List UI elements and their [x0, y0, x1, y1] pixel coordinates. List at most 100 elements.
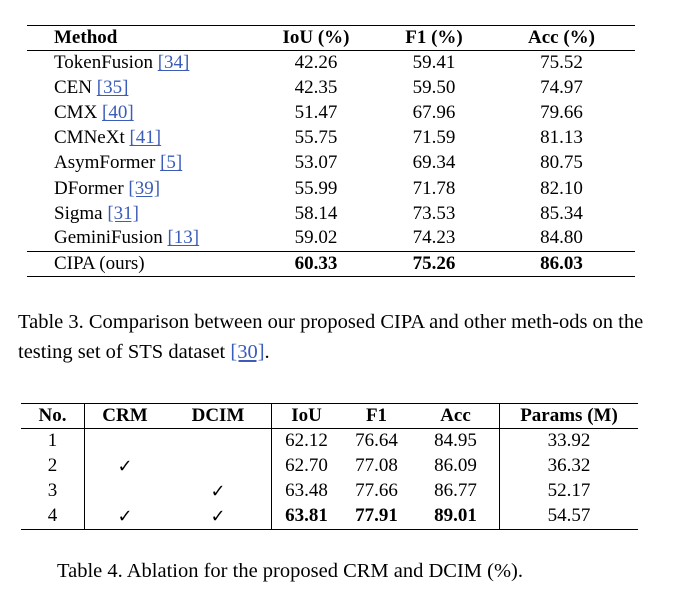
table-row: CMX [40] 51.47 67.96 79.66: [27, 101, 635, 126]
no-cell: 4: [21, 504, 85, 530]
iou-cell: 55.75: [294, 127, 338, 149]
table-row: 4 ✓ ✓ 63.81 77.91 89.01 54.57: [21, 504, 638, 530]
method-cell: GeminiFusion [13]: [27, 226, 252, 251]
citation-link[interactable]: [30]: [230, 341, 265, 363]
header-acc: Acc: [412, 403, 500, 429]
no-cell: 2: [21, 453, 85, 479]
acc-cell: 86.03: [488, 250, 635, 277]
acc-cell: 86.09: [412, 453, 500, 479]
iou-cell: 42.26: [294, 52, 338, 74]
table-row: CMNeXt [41] 55.75 71.59 81.13: [27, 126, 635, 151]
citation-link[interactable]: [39]: [128, 177, 161, 199]
f1-cell: 69.34: [412, 152, 456, 174]
f1-cell: 77.08: [355, 455, 398, 477]
table-header-row: Method IoU (%) F1 (%) Acc (%): [27, 25, 635, 51]
method-name: TokenFusion: [54, 52, 153, 74]
dcim-check-cell: [165, 428, 272, 454]
citation-link[interactable]: [35]: [96, 77, 129, 99]
best-value: 60.33: [294, 252, 338, 274]
table4-caption: Table 4. Ablation for the proposed CRM a…: [57, 560, 524, 582]
table-row-ours: CIPA (ours) 60.33 75.26 86.03: [27, 250, 635, 277]
method-cell: AsymFormer [5]: [27, 151, 252, 176]
method-name: Sigma: [54, 202, 103, 224]
method-name: CMX: [54, 102, 98, 124]
citation-link[interactable]: [13]: [167, 227, 200, 249]
method-name: DFormer: [54, 177, 124, 199]
acc-cell: 82.10: [540, 177, 583, 199]
method-cell: Sigma [31]: [27, 201, 252, 226]
f1-cell: 74.23: [412, 227, 456, 249]
params-cell: 33.92: [547, 430, 591, 452]
ablation-table: No. CRM DCIM IoU F1 Acc Params (M) 1 62.…: [21, 403, 638, 530]
iou-cell: 51.47: [294, 102, 338, 124]
citation-link[interactable]: [5]: [160, 152, 183, 174]
iou-cell: 62.12: [285, 430, 328, 452]
table-row: AsymFormer [5] 53.07 69.34 80.75: [27, 151, 635, 176]
method-cell: CIPA (ours): [27, 250, 252, 277]
caption-text: Table 3. Comparison between our proposed…: [18, 311, 644, 363]
acc-cell: 81.13: [540, 127, 583, 149]
f1-cell: 59.50: [412, 77, 456, 99]
table-row: DFormer [39] 55.99 71.78 82.10: [27, 176, 635, 201]
table-row: GeminiFusion [13] 59.02 74.23 84.80: [27, 226, 635, 251]
best-value: 89.01: [434, 505, 477, 527]
iou-cell: 59.02: [294, 227, 338, 249]
no-cell: 3: [21, 478, 85, 505]
iou-cell: 55.99: [294, 177, 338, 199]
header-crm: CRM: [84, 403, 165, 429]
acc-cell: 84.80: [540, 227, 583, 249]
acc-cell: 86.77: [412, 478, 500, 505]
params-cell: 52.17: [547, 480, 591, 502]
best-value: 77.91: [355, 505, 398, 527]
method-cell: DFormer [39]: [27, 176, 252, 201]
crm-check-cell: ✓: [117, 455, 133, 477]
header-iou: IoU (%): [252, 25, 380, 51]
citation-link[interactable]: [34]: [157, 52, 190, 74]
no-cell: 1: [21, 428, 85, 454]
header-f1: F1 (%): [380, 25, 488, 51]
citation-link[interactable]: [41]: [129, 127, 162, 149]
method-cell: CMNeXt [41]: [27, 126, 252, 151]
header-method: Method: [27, 25, 252, 51]
header-params: Params (M): [499, 403, 638, 429]
iou-cell: 60.33: [252, 250, 380, 277]
method-cell: CMX [40]: [27, 101, 252, 126]
method-name: CMNeXt: [54, 127, 125, 149]
method-name: GeminiFusion: [54, 227, 163, 249]
acc-cell: 85.34: [540, 202, 583, 224]
table-row: TokenFusion [34] 42.26 59.41 75.52: [27, 51, 635, 76]
iou-cell: 58.14: [294, 202, 338, 224]
table-row: Sigma [31] 58.14 73.53 85.34: [27, 201, 635, 226]
citation-link[interactable]: [40]: [102, 102, 134, 124]
header-dcim: DCIM: [165, 403, 272, 429]
acc-cell: 80.75: [540, 152, 583, 174]
header-iou: IoU: [271, 403, 341, 429]
citation-link[interactable]: [31]: [107, 202, 139, 224]
best-value: 63.81: [285, 505, 328, 527]
f1-cell: 73.53: [412, 202, 456, 224]
f1-cell: 67.96: [412, 102, 456, 124]
header-f1: F1: [341, 403, 412, 429]
f1-cell: 76.64: [355, 430, 398, 452]
dcim-check-cell: ✓: [165, 478, 272, 505]
crm-check-cell: [85, 429, 166, 454]
iou-cell: 42.35: [294, 77, 338, 99]
params-cell: 36.32: [547, 455, 591, 477]
f1-cell: 77.91: [341, 504, 412, 530]
best-value: 86.03: [540, 252, 583, 274]
params-cell: 54.57: [499, 504, 638, 530]
method-name: AsymFormer: [54, 152, 156, 174]
crm-check-cell: ✓: [84, 504, 165, 530]
table-row: 3 ✓ 63.48 77.66 86.77 52.17: [21, 478, 638, 505]
acc-cell: 84.95: [412, 428, 500, 454]
iou-cell: 63.48: [285, 480, 328, 502]
f1-cell: 59.41: [412, 52, 456, 74]
header-acc: Acc (%): [488, 25, 635, 51]
dcim-check-cell: [165, 453, 272, 479]
table-row: CEN [35] 42.35 59.50 74.97: [27, 76, 635, 101]
comparison-table: Method IoU (%) F1 (%) Acc (%) TokenFusio…: [27, 25, 635, 277]
acc-cell: 79.66: [540, 102, 583, 124]
iou-cell: 63.81: [271, 504, 341, 530]
acc-cell: 89.01: [412, 504, 500, 530]
table3-caption: Table 3. Comparison between our proposed…: [18, 307, 658, 367]
